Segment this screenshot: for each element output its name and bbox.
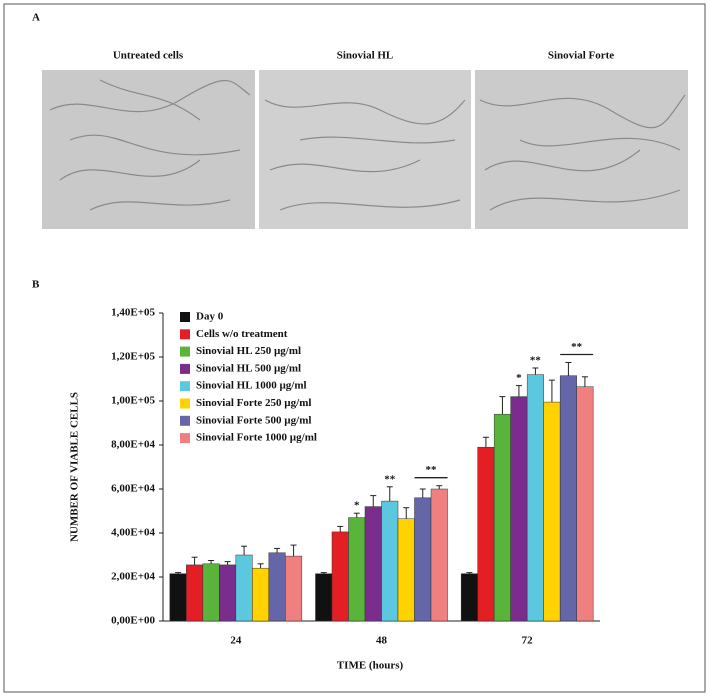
image-title: Untreated cells [113,50,184,62]
bar [526,374,544,622]
significance: * [354,500,360,512]
y-tick-label: 1,40E+05 [111,307,155,319]
legend-swatch [180,363,190,374]
y-tick-label: 6,00E+04 [111,483,155,495]
bar [559,375,577,622]
bar [510,396,528,622]
significance: ** [384,473,396,485]
bar [331,531,349,622]
legend-swatch [180,381,190,392]
legend-label: Day 0 [196,311,224,323]
bar [202,563,220,622]
legend-label: Sinovial Forte 250 µg/ml [196,397,311,409]
bar [285,555,303,622]
legend-swatch [180,415,190,426]
image-title: Sinovial HL [337,50,394,62]
legend-swatch [180,346,190,357]
legend-label: Sinovial HL 500 µg/ml [196,362,301,374]
bar [219,564,237,622]
bar [348,517,366,622]
bar [169,573,187,622]
legend-label: Cells w/o treatment [196,328,288,340]
bar [268,552,286,622]
legend-label: Sinovial HL 250 µg/ml [196,345,301,357]
y-tick-label: 0,00E+00 [111,615,155,627]
bar [315,573,333,622]
bar [430,488,448,622]
bar [397,518,415,622]
bar [493,413,511,622]
bar [252,567,270,622]
bar [414,497,432,622]
x-axis-label: TIME (hours) [337,660,404,672]
legend-swatch [180,398,190,409]
x-tick-label: 48 [376,635,388,647]
y-tick-label: 1,20E+05 [111,351,155,363]
legend-label: Sinovial HL 1000 µg/ml [196,380,307,392]
legend-swatch [180,329,190,340]
panel-label: A [32,12,40,24]
bar [186,564,204,622]
bar [460,573,478,622]
cell-outline [264,99,466,211]
cell-outline [49,79,251,211]
micrograph [42,70,255,229]
y-tick-label: 8,00E+04 [111,439,155,451]
x-tick-label: 24 [230,635,242,647]
bar [235,554,253,622]
legend-label: Sinovial Forte 1000 µg/ml [196,432,317,444]
y-tick-label: 4,00E+04 [111,527,155,539]
y-tick-label: 2,00E+04 [111,571,155,583]
image-title: Sinovial Forte [548,50,614,62]
significance: ** [426,464,438,476]
significance: ** [571,341,583,353]
legend-swatch [180,312,190,322]
cell-outline [479,94,686,211]
legend-swatch [180,433,190,444]
x-tick-label: 72 [522,635,534,647]
significance: ** [530,355,542,367]
micrograph [259,70,471,229]
legend-label: Sinovial Forte 500 µg/ml [196,414,311,426]
significance: * [516,372,522,384]
y-axis-label: NUMBER OF VIABLE CELLS [69,392,81,542]
bar [381,500,399,622]
figure-border [3,3,706,693]
y-tick-label: 1,00E+05 [111,395,155,407]
bar [477,446,495,622]
panel-label: B [32,279,40,291]
micrograph [475,70,688,229]
bar [543,401,561,622]
bar [364,506,382,622]
micrographs [42,70,688,229]
bar [576,386,594,622]
